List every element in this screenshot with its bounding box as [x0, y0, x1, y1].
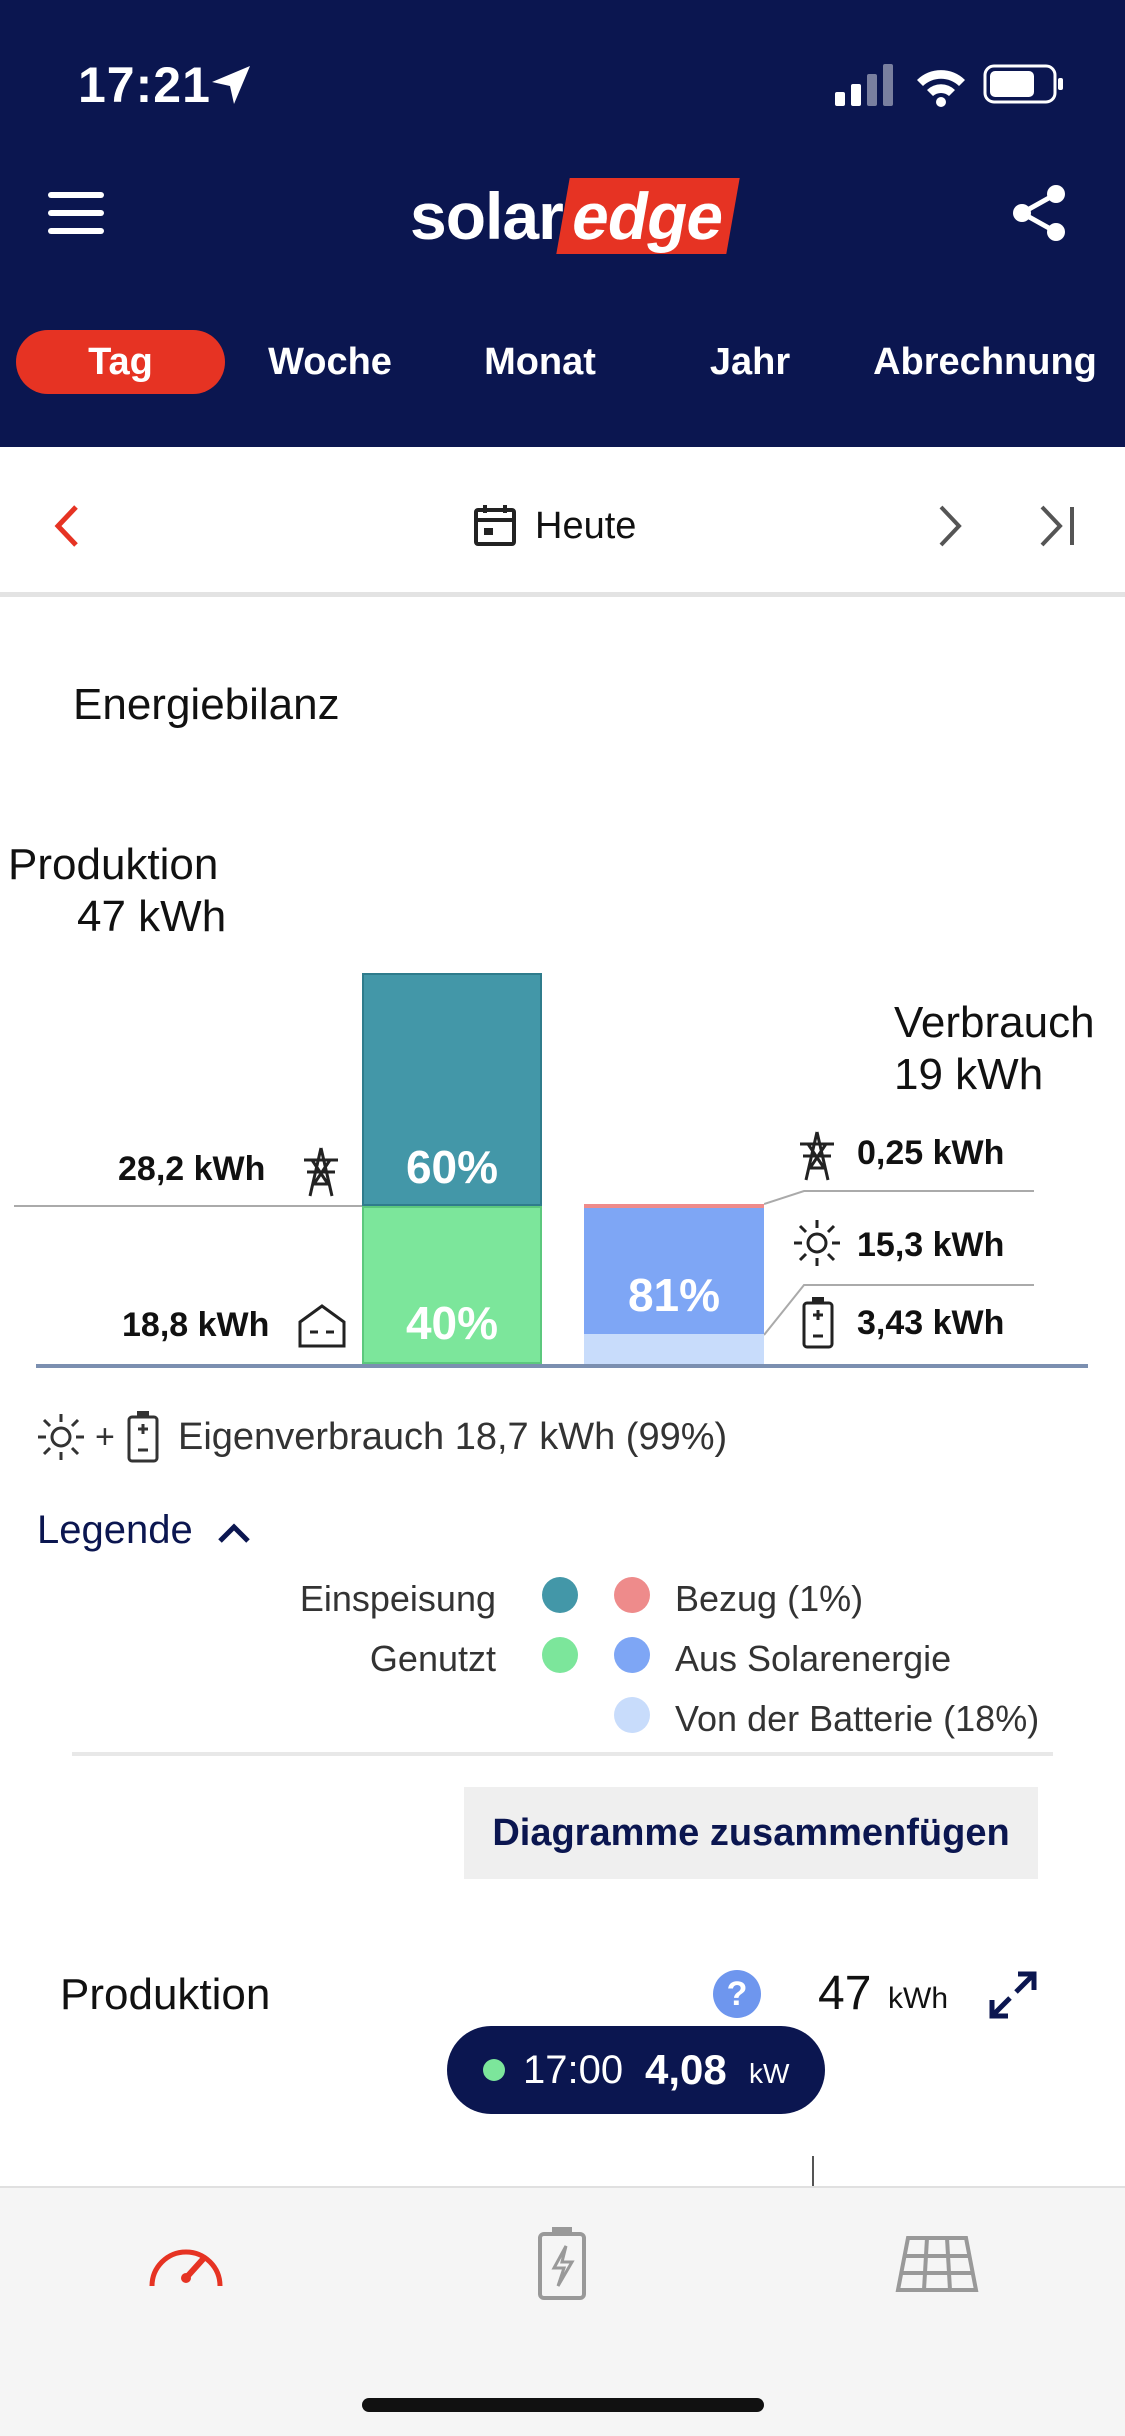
legend-label-genutzt: Genutzt	[369, 1638, 496, 1679]
chart-tooltip: 17:00 4,08 kW	[447, 2026, 825, 2114]
legend-label-einspeisung: Einspeisung	[299, 1578, 496, 1619]
dashboard-gauge-icon[interactable]	[146, 2232, 226, 2292]
power-pylon-icon	[304, 1147, 338, 1197]
solaredge-logo: solaredge	[410, 178, 740, 254]
next-day-chevron-icon[interactable]	[935, 503, 967, 549]
self-consumption-sun-icon	[38, 1414, 84, 1460]
house-icon	[298, 1304, 346, 1348]
grid-import-value: 0,25 kWh	[857, 1134, 1005, 1172]
calendar-icon[interactable]	[473, 503, 517, 547]
from-solar-value: 15,3 kWh	[857, 1226, 1005, 1264]
plus-sign: +	[95, 1418, 115, 1456]
production-section-title: Produktion	[60, 1970, 271, 2019]
date-label[interactable]: Heute	[535, 505, 637, 547]
expand-icon[interactable]	[988, 1970, 1038, 2020]
bar-from-battery[interactable]	[584, 1334, 764, 1364]
bar-solar-pct: 81%	[627, 1269, 721, 1321]
battery-icon	[983, 64, 1063, 104]
divider-line	[14, 1205, 362, 1207]
production-total: 47 kWh	[77, 892, 227, 941]
date-navigation	[0, 447, 1125, 597]
legend-dot-einspeisung	[542, 1577, 578, 1613]
from-battery-value: 3,43 kWh	[857, 1304, 1005, 1342]
legend-title: Legende	[37, 1508, 193, 1552]
bar-export[interactable]	[362, 973, 542, 1206]
legend-label-bezug: Bezug (1%)	[675, 1578, 864, 1619]
tooltip-value: 4,08	[645, 2046, 727, 2093]
legend-label-aus-solar: Aus Solarenergie	[675, 1638, 952, 1679]
consumption-total: 19 kWh	[894, 1050, 1044, 1099]
last-day-icon[interactable]	[1038, 503, 1078, 549]
tab-tag[interactable]: Tag	[16, 330, 225, 394]
export-value: 28,2 kWh	[118, 1150, 266, 1188]
merge-diagrams-button[interactable]: Diagramme zusammenfügen	[464, 1787, 1038, 1879]
bar-export-pct: 60%	[405, 1141, 499, 1193]
wifi-icon	[917, 70, 965, 107]
energy-balance-title: Energiebilanz	[73, 680, 340, 729]
share-icon[interactable]	[1008, 182, 1070, 244]
bar-from-solar[interactable]	[584, 1208, 764, 1334]
production-label: Produktion	[8, 840, 219, 889]
consumption-label: Verbrauch	[894, 998, 1095, 1047]
previous-day-chevron-icon[interactable]	[50, 503, 82, 549]
sun-icon	[794, 1220, 840, 1266]
period-tabs: Tag Woche Monat Jahr Abrechnung	[0, 330, 1125, 400]
legend-dot-batterie	[614, 1697, 650, 1733]
legend-dot-aus-solar	[614, 1637, 650, 1673]
signal-icon	[835, 64, 893, 106]
tab-abrechnung[interactable]: Abrechnung	[873, 341, 1097, 383]
tab-jahr[interactable]: Jahr	[709, 341, 791, 383]
self-consumption-text: Eigenverbrauch 18,7 kWh (99%)	[178, 1416, 728, 1458]
tab-woche[interactable]: Woche	[268, 341, 392, 383]
help-icon[interactable]: ?	[713, 1970, 761, 2018]
legend-dot-genutzt	[542, 1637, 578, 1673]
location-icon	[212, 66, 250, 104]
solar-panel-icon[interactable]	[894, 2234, 980, 2294]
home-indicator	[362, 2398, 764, 2412]
legend-toggle[interactable]: Legende	[37, 1508, 254, 1553]
chart-cursor-line	[812, 2156, 814, 2188]
tooltip-unit: kW	[749, 2058, 790, 2089]
status-icons	[835, 62, 1065, 113]
bar-used[interactable]	[362, 1206, 542, 1364]
chevron-up-icon	[218, 1523, 250, 1544]
status-time: 17:21	[78, 57, 211, 113]
tooltip-dot	[483, 2059, 505, 2081]
battery-nav-icon[interactable]	[534, 2226, 590, 2302]
legend-dot-bezug	[614, 1577, 650, 1613]
tooltip-time: 17:00	[523, 2048, 624, 2092]
used-value: 18,8 kWh	[122, 1306, 270, 1344]
section-divider	[72, 1752, 1053, 1756]
legend-label-batterie: Von der Batterie (18%)	[675, 1698, 1040, 1739]
connector-lines	[764, 1190, 1034, 1336]
self-consumption-battery-icon	[127, 1411, 159, 1463]
production-section-value: 47	[818, 1967, 872, 2020]
battery-storage-icon	[802, 1297, 834, 1349]
menu-button[interactable]	[48, 192, 104, 234]
chart-baseline	[36, 1364, 1088, 1368]
bar-used-pct: 40%	[405, 1297, 499, 1349]
bar-import[interactable]	[584, 1204, 764, 1208]
production-section-unit: kWh	[888, 1982, 948, 2015]
tab-monat[interactable]: Monat	[484, 341, 596, 383]
grid-import-pylon-icon	[800, 1131, 834, 1181]
